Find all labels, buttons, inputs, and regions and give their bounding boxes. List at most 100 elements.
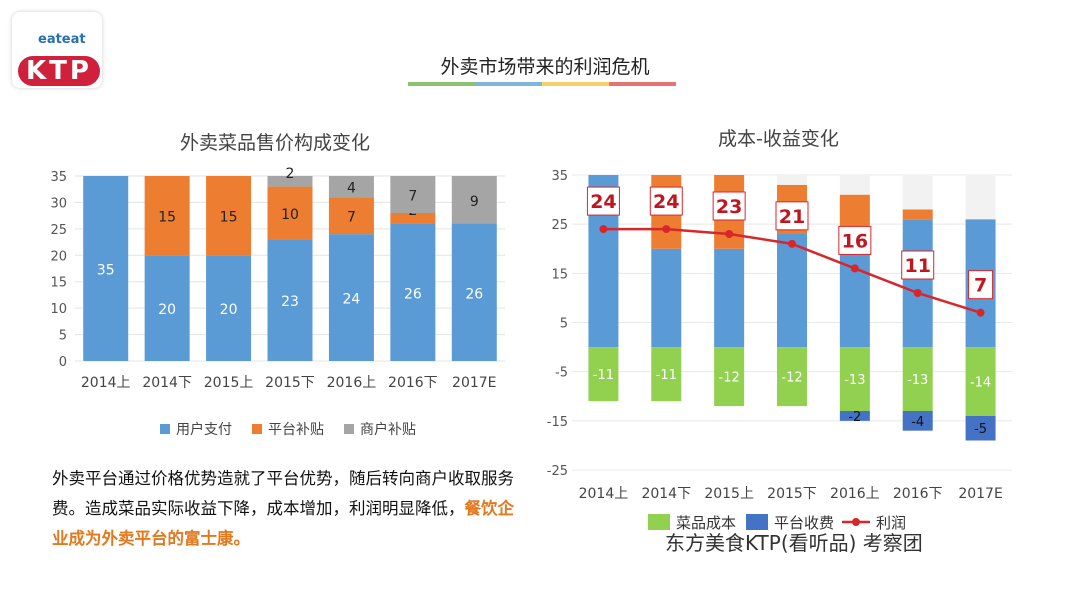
data-label: 23: [281, 294, 299, 310]
x-tick-label: 2015上: [204, 375, 254, 391]
bar-用户支付: [206, 255, 252, 361]
y-tick-label: 30: [50, 196, 67, 211]
legend-swatch: [160, 424, 170, 434]
profit-callout: [586, 186, 620, 216]
bar-用户支付: [777, 234, 807, 348]
profit-point: [662, 225, 671, 234]
data-label: -12: [719, 371, 740, 386]
bar-平台补贴: [839, 194, 870, 230]
x-tick-label: 2015上: [704, 486, 754, 502]
profit-callout: [901, 250, 935, 280]
description-text: 外卖平台通过价格优势造就了平台优势，随后转向商户收取服务费。造成菜品实际收益下降…: [52, 469, 514, 518]
bar-商户补贴: [328, 176, 374, 198]
bar-商户补贴: [267, 176, 313, 187]
description-highlight: 餐饮企业成为外卖平台的富士康。: [52, 499, 514, 548]
profit-label: 21: [779, 206, 805, 228]
profit-label: 16: [842, 230, 868, 252]
y-tick-label: 25: [551, 218, 568, 233]
x-tick-label: 2016下: [893, 486, 943, 502]
legend-swatch: [252, 424, 262, 434]
bar-平台收费: [902, 411, 933, 431]
data-label: -11: [593, 368, 614, 383]
legend-label: 用户支付: [176, 421, 232, 438]
legend-marker: [852, 518, 860, 526]
data-label: -11: [656, 368, 677, 383]
bar-商户补贴: [390, 176, 436, 213]
data-label: 20: [158, 302, 176, 318]
data-label: 15: [158, 210, 176, 226]
x-tick-label: 2014下: [641, 486, 691, 502]
ktp-logo: eateat KTP: [12, 12, 102, 88]
profit-label: 23: [716, 196, 742, 218]
profit-callout: [649, 186, 683, 216]
right-chart-title: 成本-收益变化: [718, 128, 839, 150]
bar-菜品成本: [839, 347, 870, 411]
profit-callout: [968, 270, 994, 300]
profit-label: 24: [653, 191, 679, 213]
legend-swatch: [344, 424, 354, 434]
bar-用户支付: [328, 234, 374, 361]
bar-菜品成本: [651, 347, 682, 402]
data-label: -14: [970, 376, 991, 391]
bar-平台收费: [839, 411, 870, 421]
bar-平台补贴: [144, 176, 190, 256]
bar-用户支付: [83, 176, 129, 361]
bar-平台补贴: [267, 186, 313, 240]
profit-point: [725, 230, 734, 238]
profit-label: 11: [904, 255, 930, 277]
bar-商户补贴: [965, 175, 996, 220]
y-tick-label: 5: [59, 329, 67, 344]
y-tick-label: 35: [551, 169, 568, 184]
profit-point: [850, 264, 859, 273]
x-tick-label: 2015下: [265, 375, 315, 391]
profit-label: 7: [974, 275, 987, 297]
bar-用户支付: [390, 223, 436, 361]
y-tick-label: 15: [50, 276, 67, 291]
data-label: -13: [844, 373, 865, 388]
bar-平台补贴: [206, 176, 252, 256]
data-label: -2: [848, 410, 861, 425]
title-underline-red: [609, 82, 676, 86]
legend-label: 平台收费: [774, 514, 834, 532]
data-label: 20: [220, 302, 238, 318]
y-tick-label: 25: [50, 223, 67, 238]
bar-平台补贴: [390, 213, 436, 224]
bar-菜品成本: [714, 347, 745, 407]
data-label: -13: [907, 373, 928, 388]
profit-callout: [838, 225, 872, 255]
x-tick-label: 2016下: [388, 375, 438, 391]
bar-用户支付: [144, 255, 190, 361]
bar-菜品成本: [965, 347, 996, 416]
legend-label: 利润: [876, 514, 906, 532]
y-tick-label: 0: [59, 355, 67, 370]
data-label: -4: [911, 415, 924, 430]
data-label: 2: [286, 166, 295, 182]
data-label: 9: [470, 194, 479, 210]
left-chart-title: 外卖菜品售价构成变化: [180, 132, 371, 154]
page-title: 外卖市场带来的利润危机: [440, 56, 650, 78]
logo-ktp-text: KTP: [18, 56, 100, 86]
legend-label: 商户补贴: [360, 421, 416, 438]
x-tick-label: 2015下: [767, 486, 817, 502]
logo-eateat-text: eateat: [38, 32, 86, 47]
y-tick-label: -25: [547, 464, 568, 479]
bar-用户支付: [714, 248, 745, 348]
profit-callout: [712, 191, 746, 221]
data-label: 7: [408, 189, 417, 205]
y-tick-label: 5: [560, 317, 568, 332]
bar-商户补贴: [451, 176, 497, 224]
legend-swatch: [648, 514, 670, 530]
x-tick-label: 2016上: [327, 375, 377, 391]
profit-point: [976, 308, 985, 317]
bar-用户支付: [451, 223, 497, 361]
bar-菜品成本: [777, 347, 807, 407]
legend-label: 平台补贴: [268, 422, 324, 438]
profit-point: [788, 239, 796, 248]
bar-菜品成本: [902, 347, 933, 411]
bar-用户支付: [651, 248, 682, 348]
y-tick-label: -15: [547, 415, 568, 430]
data-label: 4: [347, 181, 356, 197]
legend-label: 菜品成本: [676, 514, 736, 532]
